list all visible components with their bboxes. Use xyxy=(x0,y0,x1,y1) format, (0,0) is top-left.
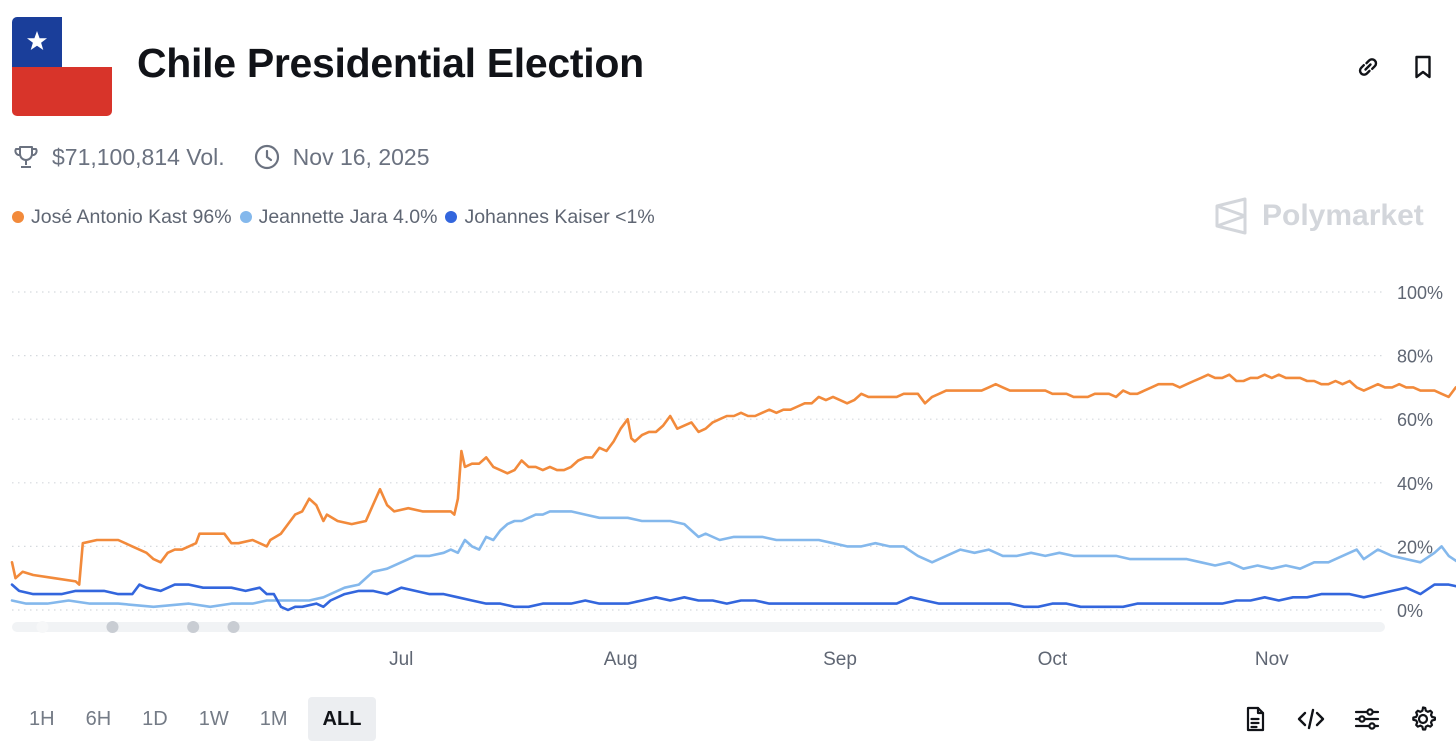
document-icon[interactable] xyxy=(1241,705,1269,733)
gear-icon[interactable] xyxy=(1409,705,1437,733)
x-tick-label: Jul xyxy=(389,649,413,670)
series-line-johannes-kaiser[interactable] xyxy=(10,515,1456,612)
series-line-jeannette-jara[interactable] xyxy=(10,510,1456,609)
flag-chile-icon xyxy=(12,17,112,116)
price-chart[interactable]: 0% 20% 40% 60% 80% 100% Jul Aug Sep Oct Nov xyxy=(0,260,1456,680)
clock-icon xyxy=(254,144,279,170)
y-tick-label: 100% xyxy=(1397,283,1443,303)
x-tick-label: Nov xyxy=(1255,649,1289,670)
legend-label-kast: José Antonio Kast 96% xyxy=(31,205,232,228)
y-tick-label: 60% xyxy=(1397,410,1433,430)
legend-dot-jara xyxy=(239,211,252,223)
scrubber-track[interactable] xyxy=(12,622,1385,632)
watermark-text: Polymarket xyxy=(1262,199,1424,232)
scrubber-handle[interactable] xyxy=(106,621,119,633)
end-date-text: Nov 16, 2025 xyxy=(292,143,430,170)
scrubber-handle[interactable] xyxy=(227,621,240,633)
y-tick-label: 20% xyxy=(1397,537,1433,557)
scrubber-handle[interactable] xyxy=(187,621,200,633)
volume-text: $71,100,814 Vol. xyxy=(52,143,225,170)
x-tick-label: Sep xyxy=(823,649,857,670)
legend-item-kaiser[interactable]: Johannes Kaiser <1% xyxy=(445,205,655,229)
legend-label-kaiser: Johannes Kaiser <1% xyxy=(464,205,655,228)
polymarket-watermark: Polymarket xyxy=(1214,196,1424,236)
legend-label-jara: Jeannette Jara 4.0% xyxy=(258,205,438,228)
range-6h-button[interactable]: 6H xyxy=(85,707,112,730)
range-1w-button[interactable]: 1W xyxy=(198,707,229,730)
code-icon[interactable] xyxy=(1297,705,1325,733)
range-1d-button[interactable]: 1D xyxy=(142,707,168,730)
sliders-icon[interactable] xyxy=(1353,705,1381,733)
legend-item-jara[interactable]: Jeannette Jara 4.0% xyxy=(239,205,438,229)
page-title: Chile Presidential Election xyxy=(137,40,644,86)
trophy-icon xyxy=(14,146,38,168)
bookmark-icon[interactable] xyxy=(1409,53,1437,81)
link-icon[interactable] xyxy=(1354,53,1382,81)
range-1m-button[interactable]: 1M xyxy=(259,707,288,730)
market-meta: $71,100,814 Vol. Nov 16, 2025 xyxy=(12,143,430,171)
range-all-button[interactable]: ALL xyxy=(307,697,377,741)
scrubber-handle[interactable] xyxy=(36,621,49,633)
legend-dot-kaiser xyxy=(445,211,458,223)
polymarket-logo-icon xyxy=(1215,197,1247,235)
range-1h-button[interactable]: 1H xyxy=(29,707,55,730)
legend-dot-kast xyxy=(12,211,24,223)
legend-item-kast[interactable]: José Antonio Kast 96% xyxy=(12,206,232,229)
y-tick-label: 0% xyxy=(1397,601,1423,621)
y-tick-label: 40% xyxy=(1397,474,1433,494)
time-range-selector: 1H 6H 1D 1W 1M ALL xyxy=(18,697,385,741)
x-tick-label: Oct xyxy=(1038,649,1068,670)
x-tick-label: Aug xyxy=(604,649,638,670)
series-line-jos-antonio-kast[interactable] xyxy=(10,305,1456,586)
y-tick-label: 80% xyxy=(1397,347,1433,367)
chart-legend: José Antonio Kast 96% Jeannette Jara 4.0… xyxy=(12,204,663,230)
